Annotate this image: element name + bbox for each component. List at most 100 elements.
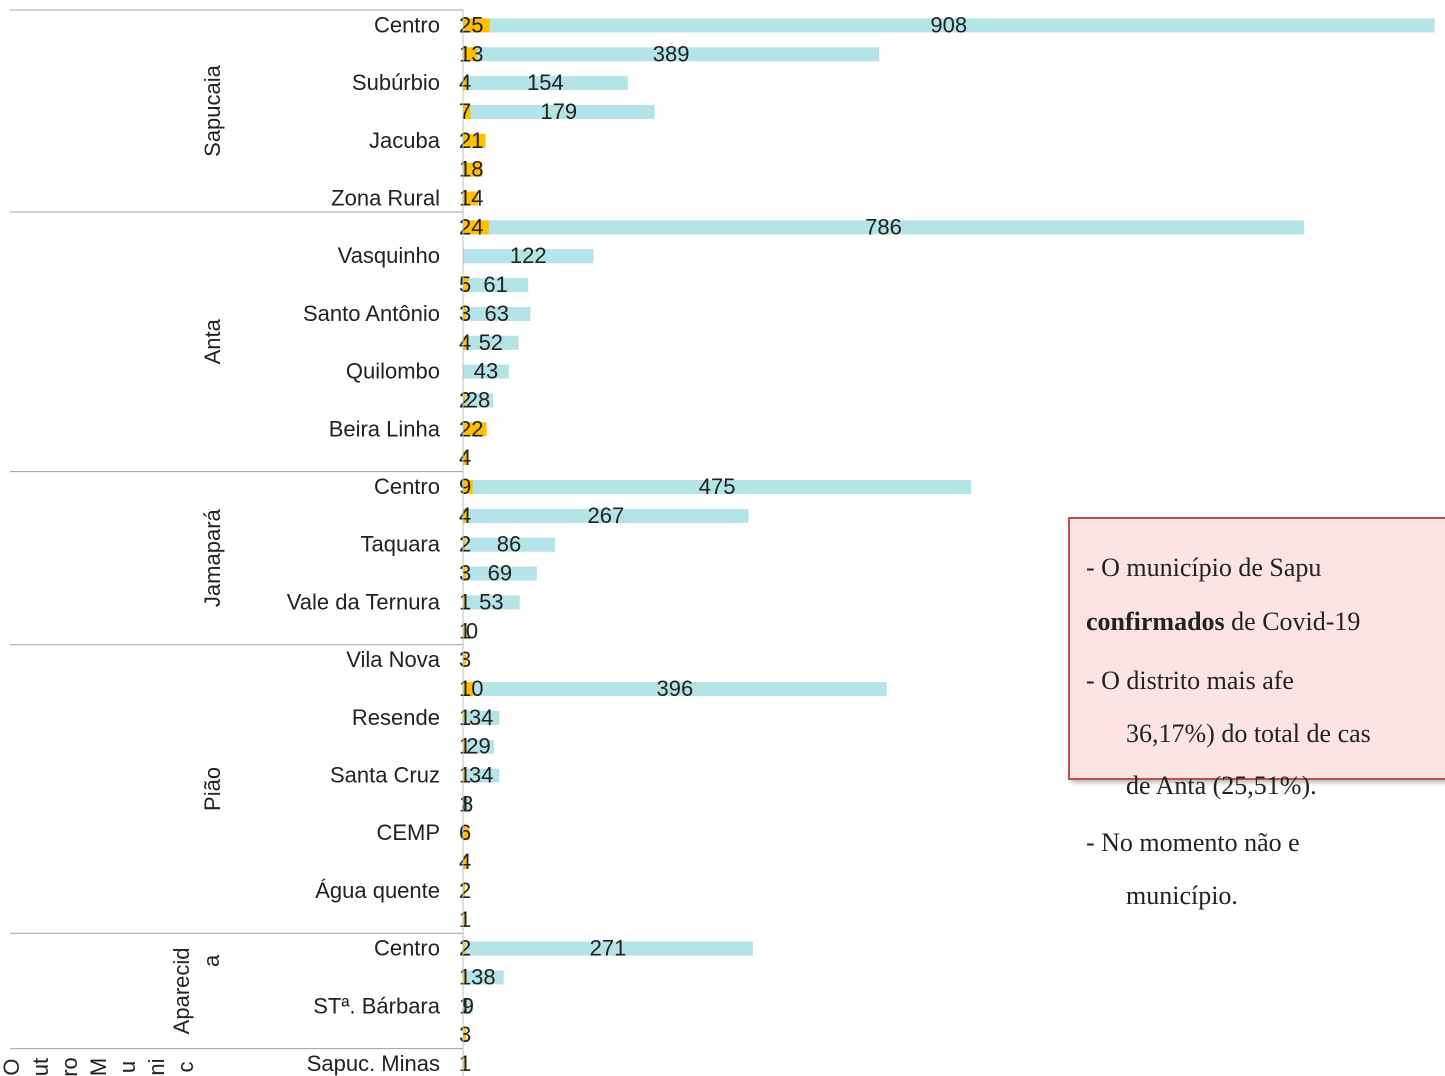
category-label: Santa Cruz <box>330 763 440 788</box>
bar-large <box>463 18 1435 33</box>
bar-small <box>463 480 473 495</box>
bar-small <box>463 653 467 668</box>
category-label: Taquara <box>360 532 440 557</box>
data-label-large: 29 <box>466 734 490 759</box>
data-label-large: 271 <box>590 936 627 961</box>
bar-large <box>463 335 519 350</box>
data-label-large: 154 <box>527 70 564 95</box>
bar-small <box>463 739 465 754</box>
group-label: ut <box>28 1058 53 1076</box>
bar-small <box>463 566 467 581</box>
bar-large <box>463 393 493 408</box>
data-label-small: 2 <box>459 532 471 557</box>
data-label-small: 1 <box>459 964 471 989</box>
bar-small <box>463 422 487 437</box>
data-label-small: 3 <box>459 1022 471 1047</box>
bar-small <box>463 624 465 639</box>
category-label: Santo Antônio <box>303 301 440 326</box>
bar-large <box>463 710 500 725</box>
bar-small <box>463 104 471 119</box>
summary-note-box: - O município de Sapu confirmados de Covi… <box>1068 517 1445 910</box>
category-label: Vila Nova <box>346 647 441 672</box>
bar-large <box>463 566 537 581</box>
data-label-large: 8 <box>461 791 473 816</box>
bar-large <box>463 480 972 495</box>
bar-large <box>463 278 529 293</box>
data-label-large: 34 <box>469 763 493 788</box>
data-label-small: 1 <box>459 907 471 932</box>
bar-small <box>463 826 470 841</box>
bar-large <box>463 999 473 1014</box>
data-label-small: 3 <box>459 301 471 326</box>
data-label-large: 179 <box>540 99 577 124</box>
data-label-small: 1 <box>459 589 471 614</box>
group-label: ni <box>144 1058 169 1075</box>
category-label: Beira Linha <box>329 416 441 441</box>
bar-small <box>463 162 483 177</box>
data-label-small: 2 <box>459 878 471 903</box>
note-line: 36,17%) do total de cas <box>1126 719 1371 749</box>
bar-small <box>463 537 466 552</box>
category-label: Sapuc. Minas <box>307 1051 440 1076</box>
data-label-large: 86 <box>497 532 521 557</box>
bar-small <box>463 191 478 206</box>
bar-small <box>463 47 477 62</box>
bar-large <box>463 364 510 379</box>
data-label-small: 9 <box>459 474 471 499</box>
note-text: - No momento não e <box>1086 828 1300 857</box>
bar-large <box>463 595 520 610</box>
data-label-large: 69 <box>488 561 512 586</box>
data-label-large: 475 <box>699 474 736 499</box>
category-label: Quilombo <box>346 359 440 384</box>
bar-small <box>463 133 486 148</box>
data-label-large: 52 <box>479 330 503 355</box>
data-label-small: 4 <box>459 70 471 95</box>
category-label: Água quente <box>315 878 440 903</box>
group-label: a <box>199 954 224 967</box>
bar-small <box>463 595 465 610</box>
bar-small <box>463 1057 465 1072</box>
note-text: município. <box>1126 881 1238 910</box>
bar-large <box>463 797 472 812</box>
note-line: - O município de Sapu <box>1086 553 1321 583</box>
data-label-small: 5 <box>459 272 471 297</box>
group-label: ro <box>57 1057 82 1076</box>
data-label-large: 34 <box>469 705 493 730</box>
data-label-small: 3 <box>459 647 471 672</box>
data-label-small: 1 <box>459 993 471 1018</box>
group-label: u <box>115 1061 140 1073</box>
data-label-small: 1 <box>459 791 471 816</box>
category-label: Resende <box>352 705 440 730</box>
category-label: Jacuba <box>369 128 441 153</box>
data-label-small: 4 <box>459 849 471 874</box>
note-line: - No momento não e <box>1086 828 1300 858</box>
bar-small <box>463 681 474 696</box>
bar-small <box>463 883 466 898</box>
data-label-small: 6 <box>459 820 471 845</box>
data-label-large: 908 <box>930 12 967 37</box>
category-label: Centro <box>374 12 440 37</box>
category-label: Vale da Ternura <box>287 589 441 614</box>
bar-small <box>463 508 468 523</box>
data-label-large: 122 <box>510 243 547 268</box>
category-label: Subúrbio <box>352 70 440 95</box>
note-text: confirmados <box>1086 607 1225 636</box>
group-label: O <box>0 1058 24 1075</box>
group-label: Jamapará <box>200 508 225 607</box>
data-label-small: 1 <box>459 1051 471 1076</box>
group-label: Aparecid <box>169 947 194 1034</box>
category-label: Vasquinho <box>338 243 440 268</box>
group-label: Sapucaia <box>200 64 225 157</box>
note-text: de Covid-19 <box>1224 607 1361 636</box>
category-label: CEMP <box>376 820 440 845</box>
bar-large <box>463 739 495 754</box>
bar-small <box>463 970 465 985</box>
data-label-small: 1 <box>459 763 471 788</box>
data-label-small: 1 <box>459 618 471 643</box>
data-label-small: 1 <box>459 734 471 759</box>
bar-small <box>463 76 468 91</box>
bar-large <box>463 768 500 783</box>
data-label-large: 396 <box>657 676 694 701</box>
note-text: - O município de Sapu <box>1086 553 1322 582</box>
data-label-large: 9 <box>462 993 474 1018</box>
